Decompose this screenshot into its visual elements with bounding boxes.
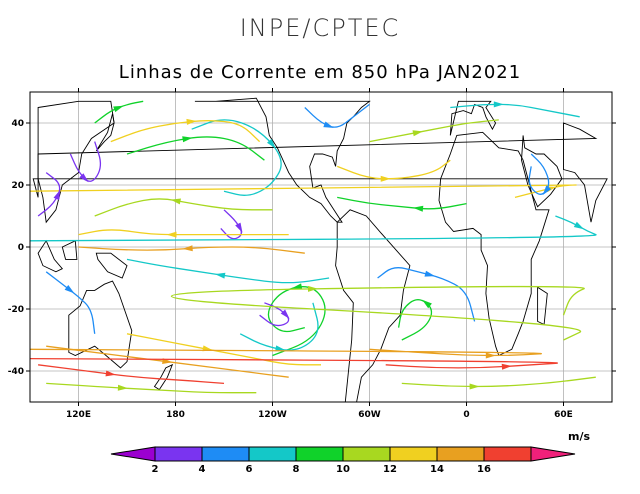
streamline [37, 172, 61, 217]
streamline-arrow [64, 285, 75, 294]
streamline-arrow [291, 283, 303, 290]
streamline-arrow [424, 270, 435, 277]
streamline-arrow [186, 118, 197, 125]
colorbar-segment [436, 446, 485, 462]
colorbar-low-arrow [110, 446, 156, 462]
lat-tick-label: -20 [8, 305, 24, 315]
streamline-arrow [170, 198, 181, 205]
colorbar-high-arrow [530, 446, 576, 462]
streamline-arrow [105, 370, 116, 377]
coastline [95, 113, 115, 152]
streamline-arrow [267, 138, 276, 149]
streamline-arrow [215, 272, 226, 279]
streamline [126, 258, 330, 284]
colorbar-segment [342, 446, 391, 462]
colorbar-segment [154, 446, 203, 462]
streamline [30, 184, 577, 199]
colorbar-label: 10 [336, 464, 350, 475]
streamline-arrow [573, 221, 584, 230]
streamline-arrow [542, 185, 552, 196]
map-axes: 40 20 0 -20 -40 120E 180 120W 60W 0 60E [8, 88, 616, 420]
streamline-arrow [413, 205, 424, 212]
streamline [528, 153, 550, 195]
streamline-arrow [79, 173, 89, 183]
streamline-arrow [166, 231, 177, 238]
streamline-arrow [380, 175, 391, 182]
streamline [94, 100, 144, 124]
colorbar-label: 8 [293, 464, 300, 475]
colorbar-label: 16 [477, 464, 491, 475]
coastline [61, 240, 78, 260]
coastline [37, 100, 115, 224]
lon-tick-label: 0 [463, 410, 469, 420]
streamline-arrow [53, 189, 61, 201]
streamline-arrow [422, 299, 432, 309]
colorbar-segment [389, 446, 438, 462]
colorbar-label: 6 [246, 464, 253, 475]
coastline [335, 209, 411, 402]
colorbar-units: m/s [568, 430, 591, 443]
colorbar-label: 4 [199, 464, 206, 475]
colorbar-label: 12 [383, 464, 397, 475]
streamline [78, 229, 289, 236]
lon-tick-label: 120W [258, 410, 287, 420]
streamline [397, 299, 433, 341]
streamline-arrow [412, 130, 423, 137]
streamline-arrow [235, 222, 243, 233]
coastline [32, 122, 608, 223]
streamline-arrow [493, 101, 504, 108]
lat-tick-label: 20 [11, 181, 24, 191]
coastline [68, 280, 133, 369]
streamline-arrow [307, 285, 318, 292]
lon-tick-label: 120E [66, 410, 91, 420]
colorbar: 2 4 6 8 10 12 14 16 [110, 446, 576, 475]
streamline-arrow [113, 105, 124, 113]
coastline [95, 252, 128, 279]
streamline-arrow [275, 345, 286, 352]
streamline-arrow [182, 136, 193, 143]
streamline-arrow [117, 384, 128, 391]
streamline-arrow [469, 383, 480, 390]
coastline [449, 100, 497, 136]
lon-tick-label: 60W [358, 410, 381, 420]
colorbar-segment [483, 446, 532, 462]
colorbar-segment [201, 446, 250, 462]
streamline [110, 120, 261, 143]
map-title: Linhas de Corrente em 850 hPa JAN2021 [118, 62, 522, 83]
streamline [170, 285, 585, 341]
colorbar-segment [248, 446, 297, 462]
coastline [438, 131, 550, 357]
organization-title: INPE/CPTEC [239, 14, 401, 42]
streamline [78, 246, 305, 254]
lon-tick-label: 180 [166, 410, 185, 420]
streamline-arrow [323, 121, 334, 128]
colorbar-label: 2 [152, 464, 159, 475]
streamline-arrow [280, 309, 290, 319]
streamline-arrow [182, 245, 193, 252]
coastline [194, 97, 371, 223]
streamline-arrow [501, 363, 512, 370]
colorbar-segment [295, 446, 344, 462]
lat-tick-label: 40 [11, 119, 24, 129]
lon-tick-label: 60E [554, 410, 573, 420]
colorbar-label: 14 [430, 464, 444, 475]
streamline [94, 198, 273, 217]
streamline-arrow [485, 352, 496, 359]
lat-tick-label: -40 [8, 367, 24, 377]
lat-tick-label: 0 [18, 243, 24, 253]
streamline [30, 215, 597, 242]
streamlines [30, 100, 597, 394]
